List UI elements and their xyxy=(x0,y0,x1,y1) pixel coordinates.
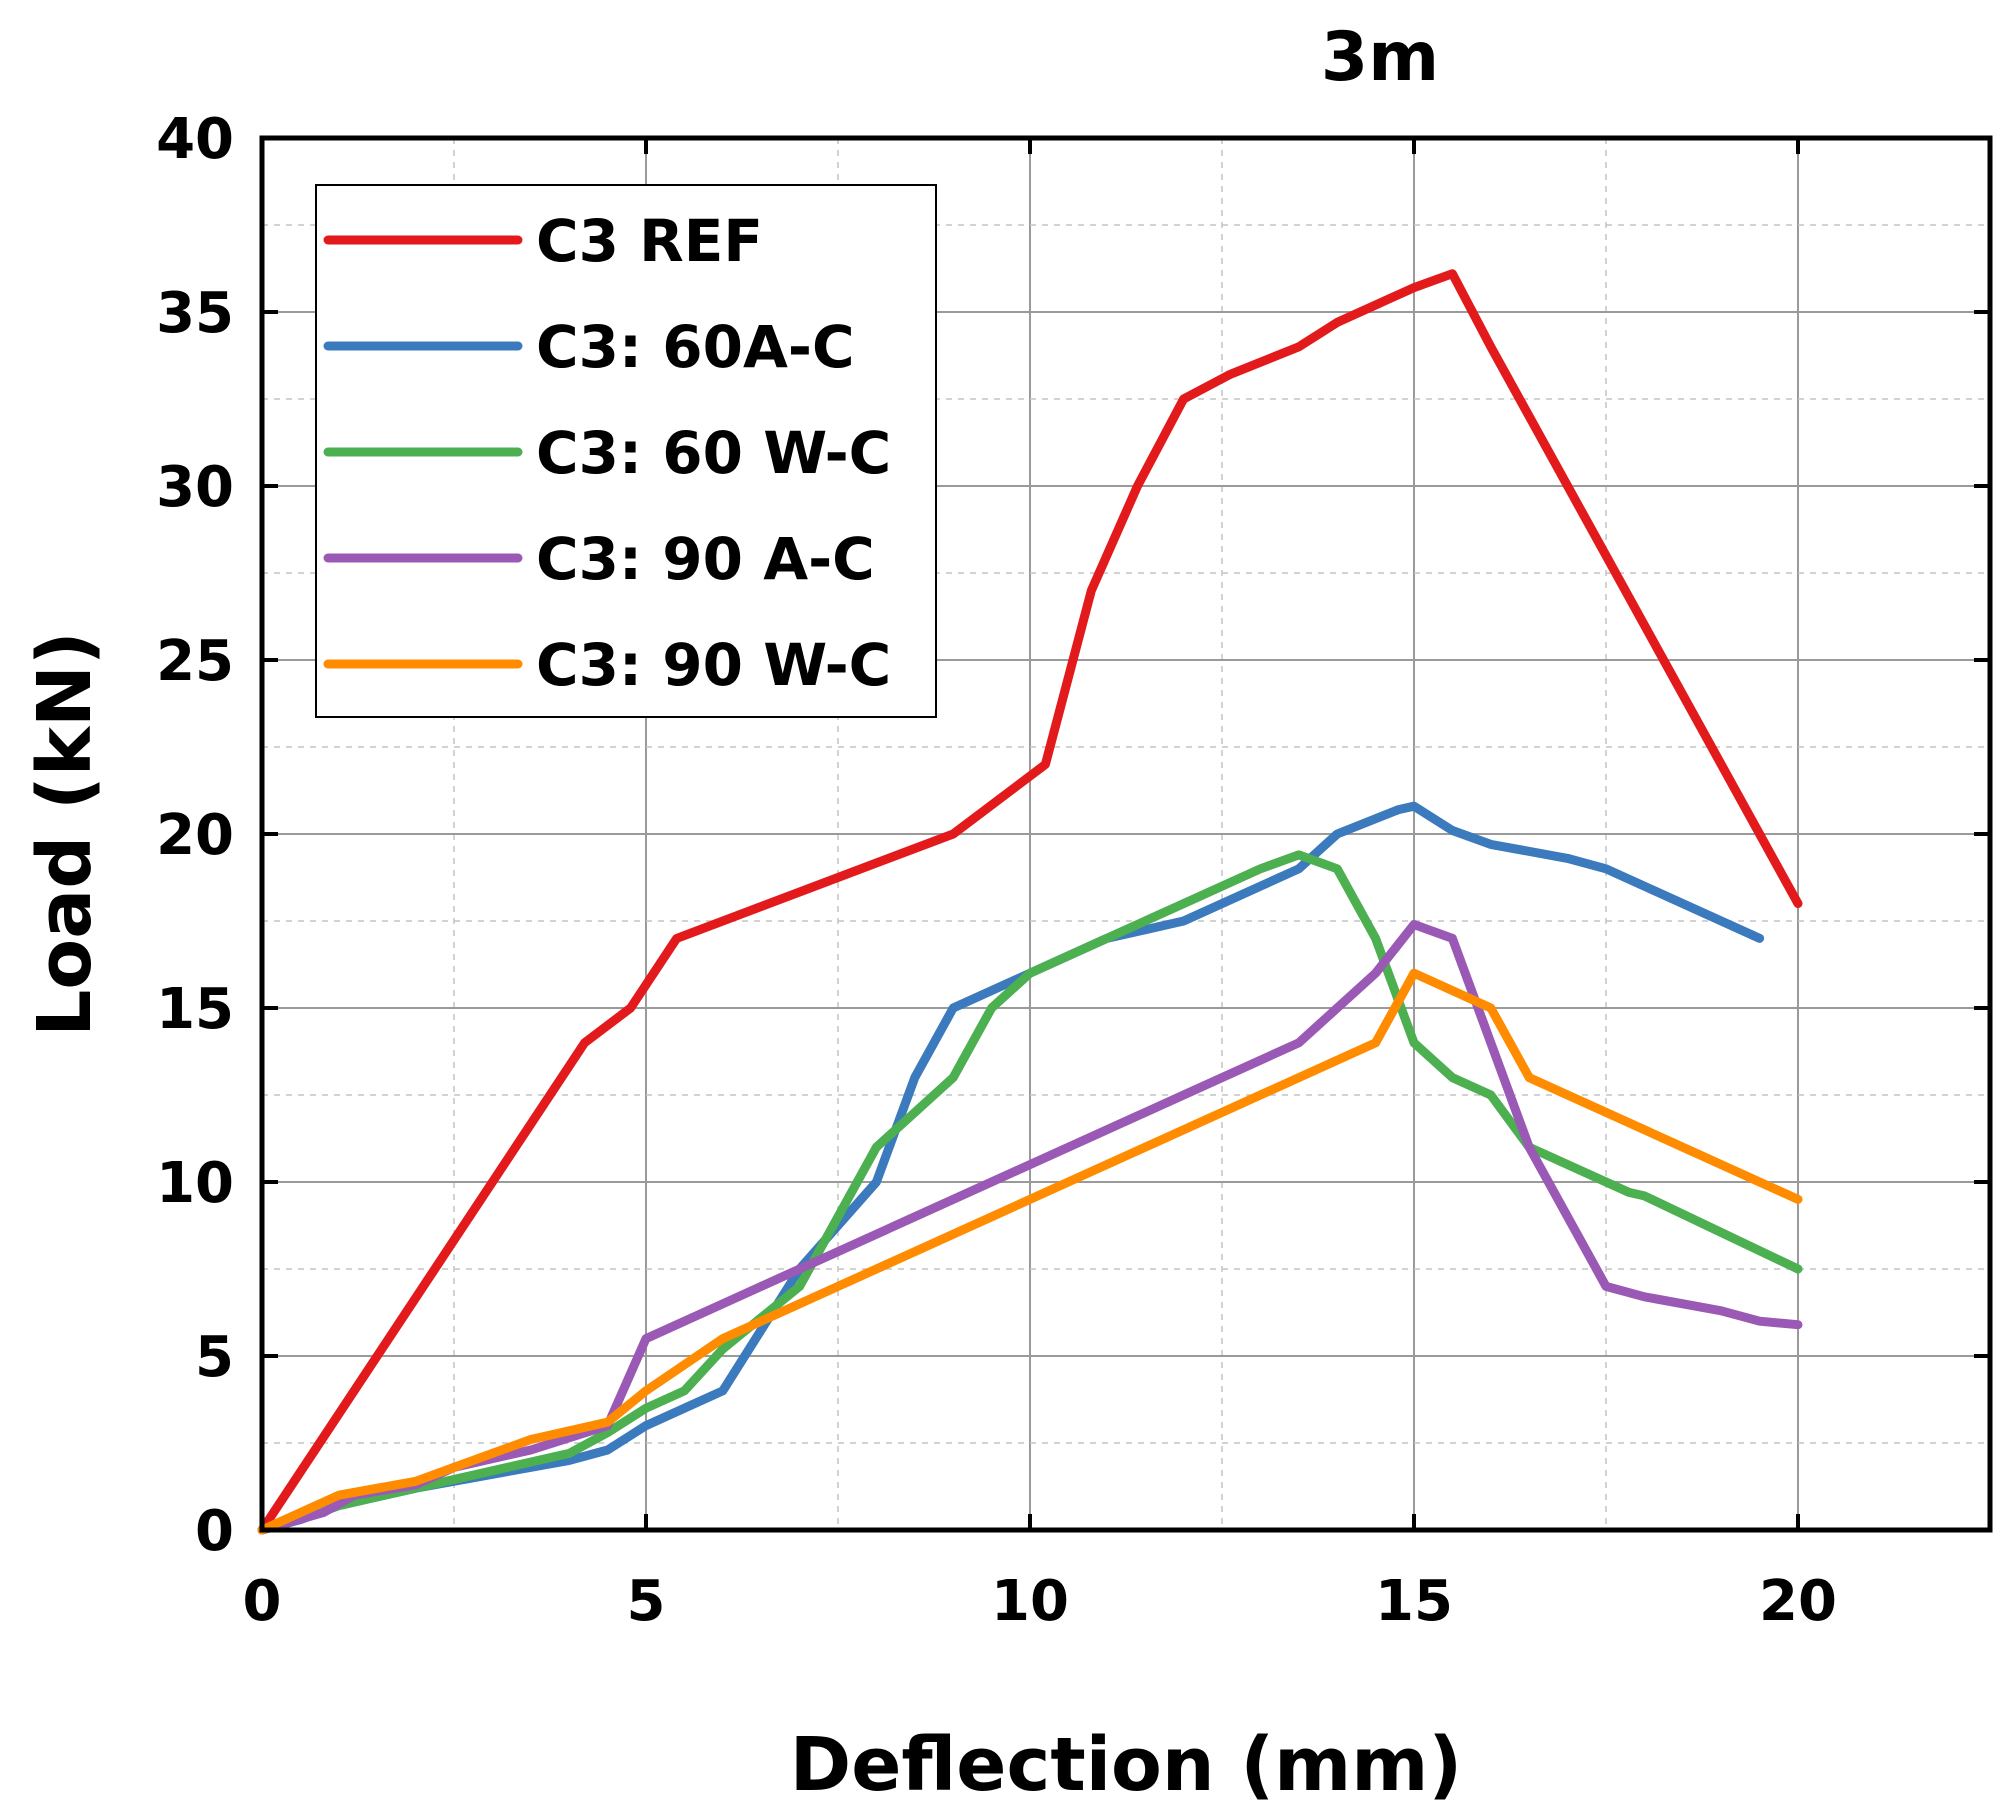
series-layer xyxy=(257,269,1803,1535)
legend-label: C3: 90 A-C xyxy=(536,525,875,593)
x-tick-label: 0 xyxy=(243,1569,282,1634)
y-tick-label: 10 xyxy=(156,1151,234,1216)
y-tick-label: 15 xyxy=(156,977,234,1042)
legend-entries: C3 REF C3: 60A-C C3: 60 W-C C3: 90 A-C C3: 9… xyxy=(323,207,891,699)
grid-layer xyxy=(262,138,1990,1530)
legend: C3 REF C3: 60A-C C3: 60 W-C C3: 90 A-C C3: 9… xyxy=(315,184,937,718)
x-tick-label: 15 xyxy=(1375,1569,1453,1634)
y-tick-label: 40 xyxy=(156,107,234,172)
series-line-5 xyxy=(257,968,1803,1535)
series-line-1 xyxy=(257,269,1803,1535)
y-axis-label: Load (kN) xyxy=(22,631,108,1036)
tick-layer: 0 5 10 15 20 0 5 10 15 20 25 30 35 40 xyxy=(156,107,1990,1634)
legend-label: C3: 60 W-C xyxy=(536,419,891,487)
x-tick-label: 5 xyxy=(627,1569,666,1634)
y-tick-label: 35 xyxy=(156,281,234,346)
series-line-2 xyxy=(257,801,1765,1535)
y-tick-label: 5 xyxy=(195,1325,234,1390)
x-tick-label: 20 xyxy=(1759,1569,1837,1634)
y-tick-label: 30 xyxy=(156,455,234,520)
series-line-3 xyxy=(257,850,1803,1535)
x-tick-label: 10 xyxy=(991,1569,1069,1634)
legend-label: C3 REF xyxy=(536,207,763,275)
x-axis-label: Deflection (mm) xyxy=(790,1722,1462,1808)
y-tick-label: 20 xyxy=(156,803,234,868)
y-tick-label: 0 xyxy=(195,1499,234,1564)
legend-label: C3: 60A-C xyxy=(536,313,855,381)
legend-label: C3: 90 W-C xyxy=(536,631,891,699)
y-tick-label: 25 xyxy=(156,629,234,694)
chart-title: 3m xyxy=(1321,18,1439,97)
